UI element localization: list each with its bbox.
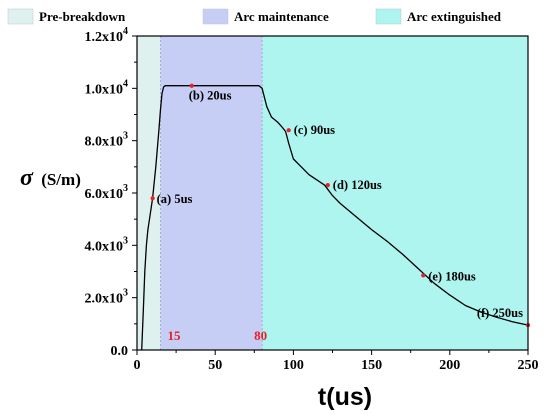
axes: 0 50 100 150 200 250 0.0 2.0x103 4.0x103 6.0x103 8… xyxy=(85,26,539,373)
y-tick-label-2: 4.0x103 xyxy=(85,235,129,254)
legend-label-arc-maintenance: Arc maintenance xyxy=(234,9,329,24)
region-arc-maintenance xyxy=(160,36,263,350)
y-tick-label-6: 1.2x104 xyxy=(85,26,129,45)
x-tick-label-250: 250 xyxy=(518,358,539,373)
series-line-0 xyxy=(141,85,529,351)
annotation-label-3: (d) 120us xyxy=(333,178,382,192)
x-axis-label: t(us) xyxy=(318,383,372,411)
legend-swatch-pre-breakdown xyxy=(7,8,34,25)
legend-label-pre-breakdown: Pre-breakdown xyxy=(39,9,126,24)
boundary-label-80: 80 xyxy=(254,328,267,343)
x-tick-label-100: 100 xyxy=(283,358,304,373)
boundary-label-15: 15 xyxy=(167,328,181,343)
annotation-marker-4 xyxy=(421,273,426,278)
y-tick-label-1: 2.0x103 xyxy=(85,288,129,307)
x-tick-label-0: 0 xyxy=(134,358,141,373)
y-axis-label: σ (S/m) xyxy=(20,165,81,191)
annotation-label-0: (a) 5us xyxy=(157,192,193,206)
region-bands xyxy=(137,36,528,350)
legend: Pre-breakdown Arc maintenance Arc extingui… xyxy=(7,8,502,25)
legend-swatch-arc-extinguished xyxy=(375,8,402,25)
series-line-group xyxy=(141,85,529,351)
y-tick-label-3: 6.0x103 xyxy=(85,183,129,202)
annotation-marker-2 xyxy=(286,128,291,133)
y-tick-label-5: 1.0x104 xyxy=(85,78,129,97)
annotation-marker-1 xyxy=(189,83,194,88)
annotation-label-4: (e) 180us xyxy=(428,269,476,283)
legend-swatch-arc-maintenance xyxy=(202,8,229,25)
x-tick-label-50: 50 xyxy=(208,358,222,373)
annotation-label-1: (b) 20us xyxy=(189,89,232,103)
annotation-labels: (a) 5us (b) 20us (c) 90us (d) 120us (e) 180u… xyxy=(157,89,523,343)
x-tick-label-200: 200 xyxy=(439,358,460,373)
annotation-label-2: (c) 90us xyxy=(294,123,335,137)
annotation-label-5: (f) 250us xyxy=(477,306,523,320)
y-axis-label-symbol: σ xyxy=(20,165,34,191)
y-axis-label-unit: (S/m) xyxy=(41,170,81,189)
x-tick-label-150: 150 xyxy=(361,358,382,373)
annotation-markers xyxy=(150,83,531,328)
y-tick-label-0: 0.0 xyxy=(111,344,129,359)
region-pre-breakdown xyxy=(137,36,161,350)
annotation-marker-3 xyxy=(325,183,330,188)
y-tick-label-4: 8.0x103 xyxy=(85,131,129,150)
legend-label-arc-extinguished: Arc extinguished xyxy=(407,9,502,24)
region-arc-extinguished xyxy=(262,36,528,350)
annotation-marker-0 xyxy=(150,196,155,201)
